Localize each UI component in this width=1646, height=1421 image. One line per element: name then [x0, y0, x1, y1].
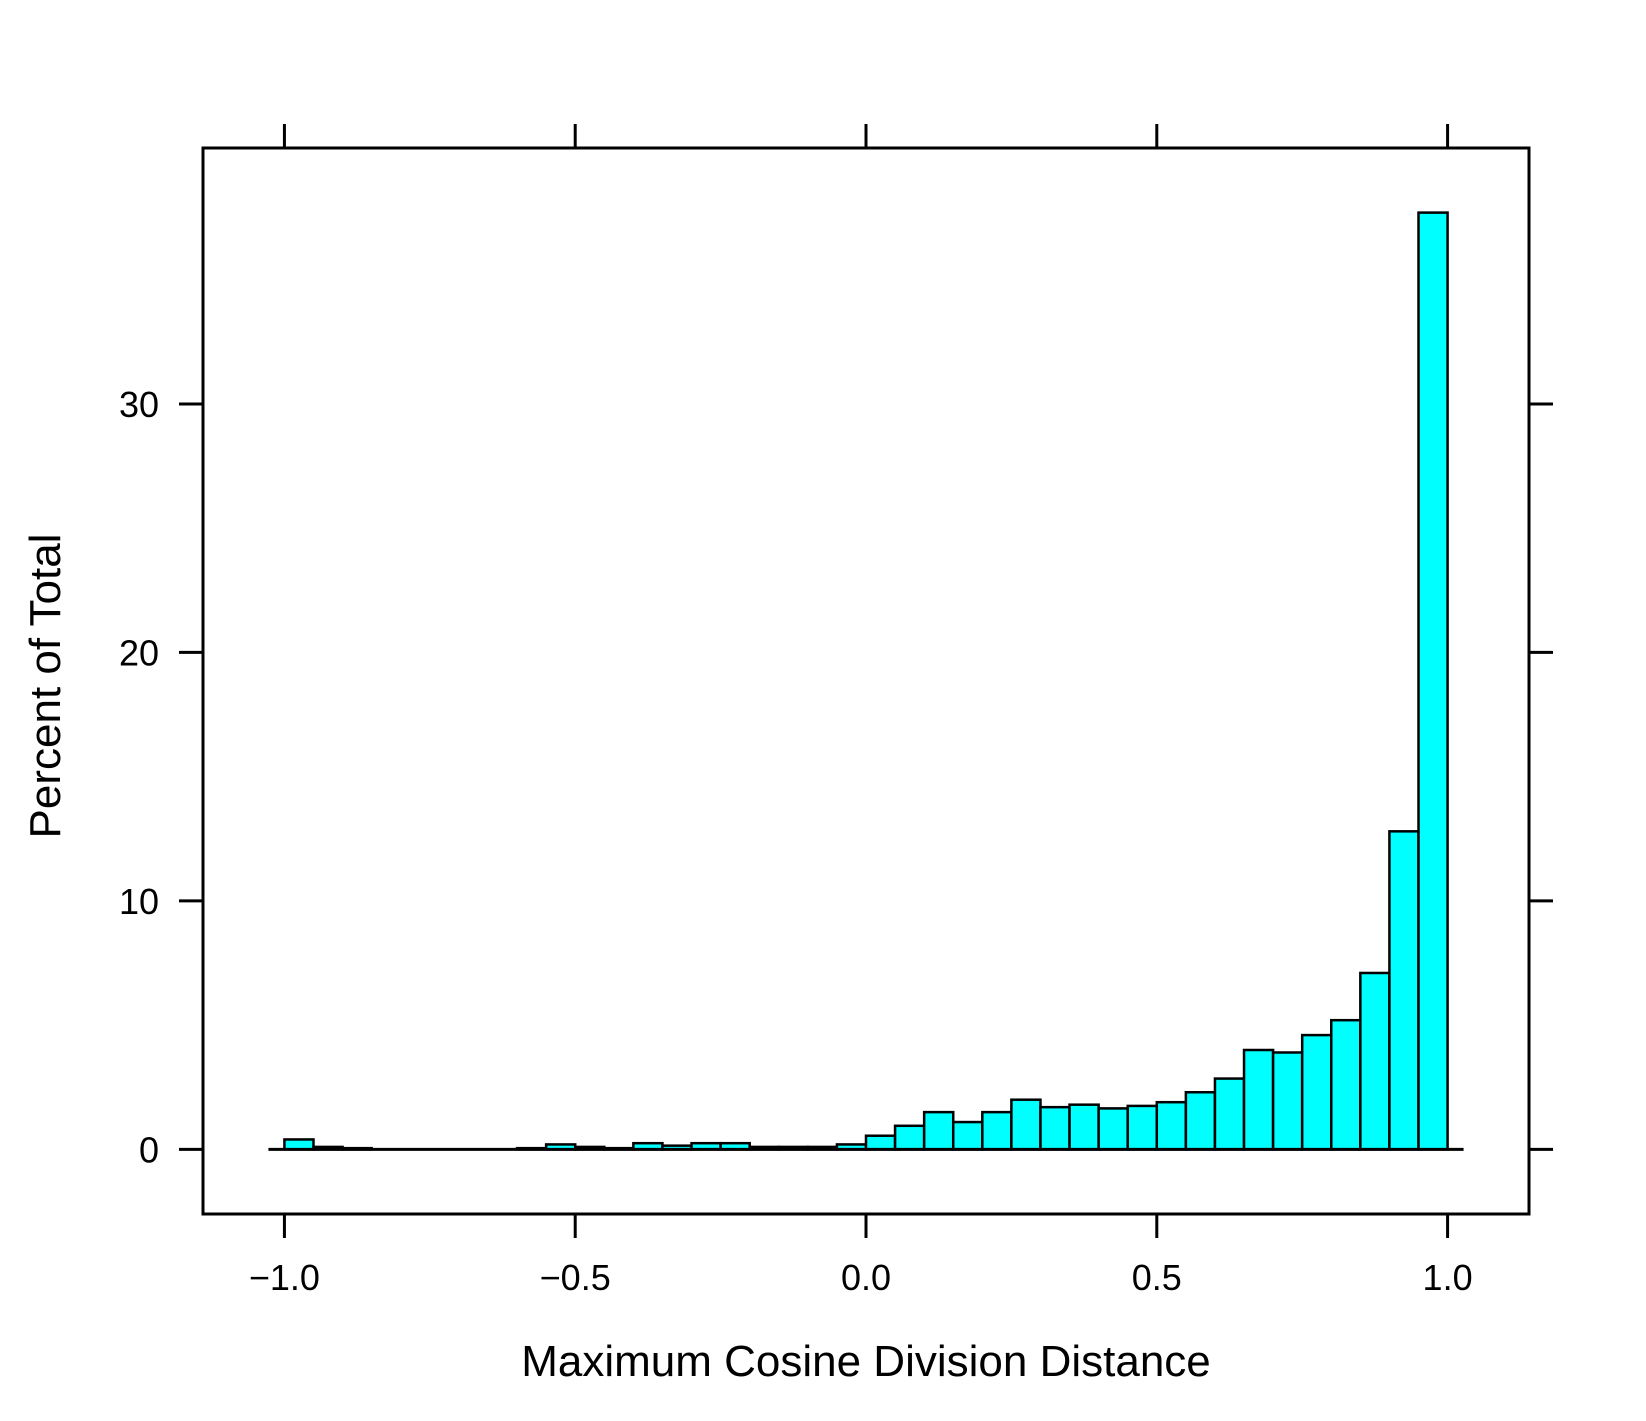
- x-tick-label: −0.5: [540, 1257, 611, 1298]
- histogram-bar: [893, 1124, 926, 1151]
- histogram-bar: [1388, 830, 1420, 1151]
- histogram-bar: [1271, 1051, 1304, 1151]
- x-tick-label: 1.0: [1423, 1257, 1473, 1298]
- y-tick-label: 30: [119, 384, 159, 425]
- y-axis-label: Percent of Total: [21, 534, 70, 839]
- x-tick-label: 0.5: [1132, 1257, 1182, 1298]
- y-tick-label: 10: [119, 881, 159, 922]
- histogram-bar: [1097, 1107, 1129, 1151]
- histogram-bar: [864, 1134, 897, 1151]
- histogram-bar: [981, 1110, 1013, 1151]
- y-tick-label: 20: [119, 632, 159, 673]
- x-tick-label: −1.0: [249, 1257, 320, 1298]
- histogram-bar: [1330, 1018, 1362, 1151]
- histogram-bar: [1039, 1105, 1071, 1151]
- histogram-bar: [1010, 1098, 1042, 1151]
- histogram-bar: [1184, 1090, 1217, 1151]
- histogram-bar: [922, 1110, 955, 1151]
- x-axis-label: Maximum Cosine Division Distance: [521, 1337, 1211, 1386]
- histogram-bar: [1068, 1103, 1100, 1151]
- histogram-bar: [1213, 1077, 1246, 1151]
- ticks-group: −1.0 −0.5 0.0 0.5 1.0 0 10 20 30: [119, 124, 1553, 1298]
- histogram-bar: [1242, 1048, 1275, 1151]
- histogram-bar: [1126, 1104, 1159, 1151]
- x-tick-label: 0.0: [841, 1257, 891, 1298]
- histogram-bar: [1359, 971, 1391, 1151]
- bars-group: [283, 211, 1449, 1151]
- histogram-bar: [951, 1120, 984, 1151]
- histogram-bar: [1417, 211, 1449, 1151]
- histogram-bar: [1155, 1100, 1188, 1151]
- y-tick-label: 0: [139, 1129, 159, 1170]
- histogram-bar: [1300, 1033, 1333, 1151]
